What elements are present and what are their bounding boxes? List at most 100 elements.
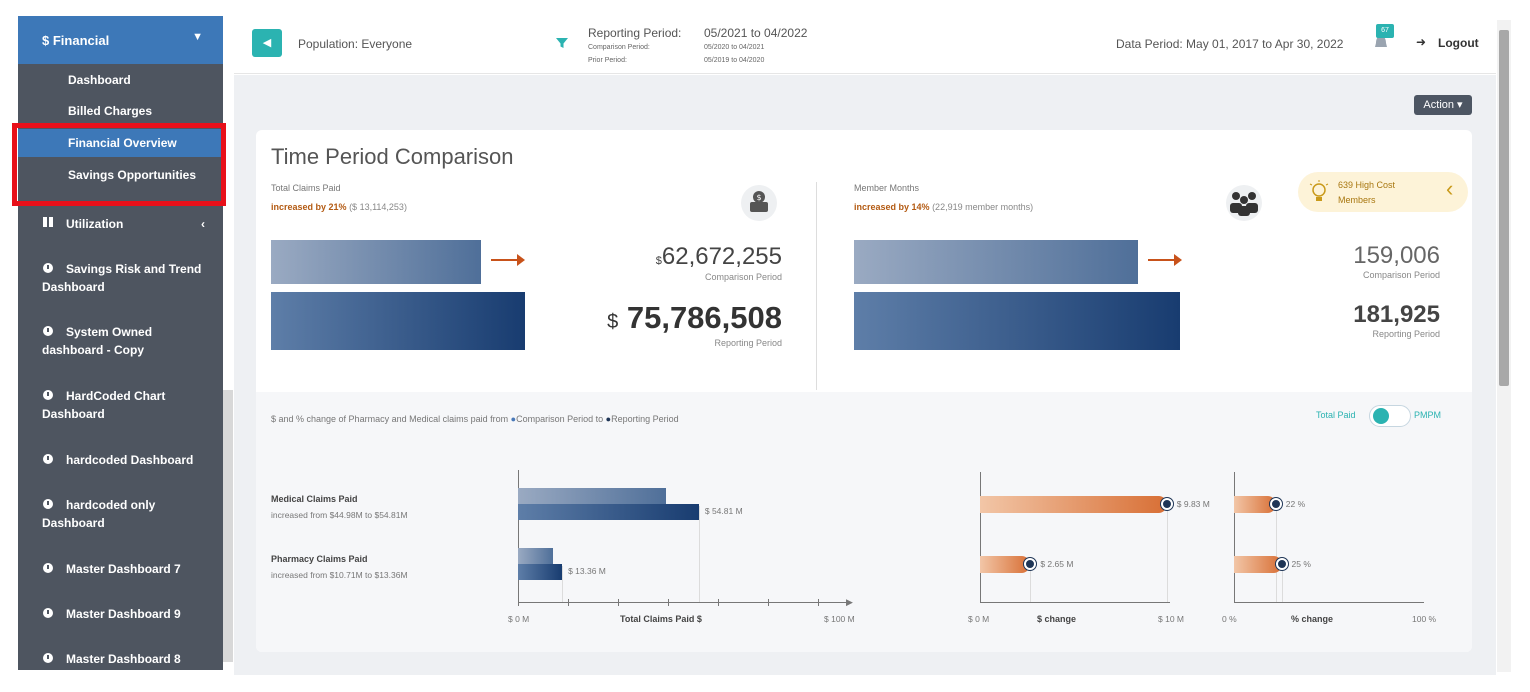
page-scrollbar[interactable] [1497, 20, 1511, 672]
chart3-gridline [1281, 565, 1283, 602]
sidebar-item-master-8[interactable]: Master Dashboard 8 [18, 650, 223, 670]
sidebar-item-label: System Owned dashboard - Copy [42, 325, 153, 357]
notifications-button[interactable]: 67 [1372, 24, 1394, 54]
value-text: 62,672,255 [661, 243, 782, 270]
sidebar: $ Financial ▼ Dashboard Billed Charges F… [18, 16, 223, 670]
chart1-tick [768, 599, 769, 606]
collapse-sidebar-button[interactable]: ◀ [252, 29, 282, 57]
chart2-point [1024, 558, 1037, 570]
sidebar-item-label: Savings Risk and Trend Dashboard [42, 262, 202, 294]
sidebar-item-hardcoded-chart[interactable]: HardCoded Chart Dashboard [18, 387, 223, 423]
sidebar-section-financial[interactable]: $ Financial ▼ [18, 16, 223, 64]
top-bar: ◀ Population: Everyone Reporting Period:… [234, 16, 1496, 74]
dashboard-gauge-icon [43, 390, 53, 400]
chart2-bar [980, 556, 1031, 573]
chart3-x-axis-label: % change [1291, 614, 1334, 624]
sidebar-item-label: HardCoded Chart Dashboard [42, 389, 166, 421]
chart1-tick [618, 599, 619, 606]
chart1-y-axis [518, 470, 519, 602]
bell-icon [1375, 36, 1387, 47]
chart2-point [1160, 498, 1173, 510]
sidebar-item-label: hardcoded Dashboard [66, 453, 194, 467]
sidebar-item-label: Dashboard [68, 73, 131, 87]
claims-reporting-label: Reporting Period [714, 338, 782, 348]
sidebar-item-financial-overview[interactable]: Financial Overview [18, 129, 223, 157]
high-cost-members-alert[interactable]: 639 High Cost Members ‹ [1298, 172, 1468, 212]
members-reporting-label: Reporting Period [1372, 329, 1440, 339]
category-note-medical: increased from $44.98M to $54.81M [271, 510, 408, 520]
sidebar-item-dashboard[interactable]: Dashboard [18, 66, 223, 94]
claims-comparison-bar [271, 240, 481, 284]
chart3-data-label: 25 % [1291, 559, 1311, 569]
card-title: Time Period Comparison [271, 144, 514, 169]
chart1-gridline [698, 506, 700, 602]
chart2-gridline [1166, 505, 1168, 602]
logout-icon: ➜ [1416, 35, 1427, 49]
high-cost-members-text: 639 High Cost Members [1338, 180, 1396, 205]
dashboard-gauge-icon [43, 563, 53, 573]
chart1-axis-arrow: ▶ [846, 597, 853, 607]
divider [816, 182, 817, 390]
population-selector[interactable]: Population: Everyone [298, 37, 413, 51]
sidebar-item-hardcoded[interactable]: hardcoded Dashboard [18, 451, 223, 471]
prior-period-label: Prior Period: [588, 57, 627, 64]
members-comparison-label: Comparison Period [1362, 270, 1440, 280]
value-text: 75,786,508 [626, 300, 782, 335]
members-increase-percent: increased by 14% [854, 202, 930, 212]
sidebar-item-utilization[interactable]: Utilization ‹ [18, 215, 223, 235]
chart2-bar [980, 496, 1167, 513]
action-dropdown-button[interactable]: Action ▾ [1414, 95, 1472, 115]
sidebar-item-billed-charges[interactable]: Billed Charges [18, 97, 223, 125]
scrollbar-thumb[interactable] [1499, 30, 1509, 386]
category-label-medical: Medical Claims Paid [271, 494, 358, 504]
time-period-comparison-card: Time Period Comparison Total Claims Paid… [256, 130, 1472, 652]
sidebar-item-label: Master Dashboard 7 [66, 562, 181, 576]
total-claims-label: Total Claims Paid [271, 183, 341, 193]
sidebar-item-hardcoded-only[interactable]: hardcoded only Dashboard [18, 496, 223, 532]
sidebar-item-label: Master Dashboard 8 [66, 652, 181, 666]
chart3-point [1269, 498, 1282, 510]
prior-period-value: 05/2019 to 04/2020 [704, 57, 765, 64]
chart1-bar-reporting [518, 564, 563, 580]
chart2-y-axis [980, 472, 981, 602]
sidebar-item-master-7[interactable]: Master Dashboard 7 [18, 560, 223, 580]
dashboard-gauge-icon [43, 263, 53, 273]
chevron-left-icon[interactable]: ‹ [1446, 176, 1454, 201]
chart2-data-label: $ 2.65 M [1040, 559, 1074, 569]
reporting-period-value: 05/2021 to 04/2022 [704, 26, 808, 40]
dashboard-gauge-icon [43, 608, 53, 618]
sidebar-item-savings-opportunities[interactable]: Savings Opportunities [18, 161, 223, 189]
sidebar-item-label: hardcoded only Dashboard [42, 498, 156, 530]
chart3-y-axis [1234, 472, 1235, 602]
comparison-period-value: 05/2020 to 04/2021 [704, 44, 765, 51]
chart3-x-axis [1234, 602, 1424, 603]
section-description: $ and % change of Pharmacy and Medical c… [271, 414, 679, 424]
legend-dot-reporting: ● [605, 414, 612, 424]
chart1-x-axis-label: Total Claims Paid $ [620, 614, 702, 624]
filter-icon[interactable] [555, 36, 569, 50]
sidebar-item-master-9[interactable]: Master Dashboard 9 [18, 605, 223, 625]
chart2-tick-label: $ 0 M [968, 614, 990, 624]
members-comparison-bar [854, 240, 1138, 284]
sidebar-item-system-owned[interactable]: System Owned dashboard - Copy [18, 323, 223, 359]
currency-symbol: $ [655, 255, 662, 267]
arrow-right-icon [1148, 254, 1182, 266]
chart2-data-label: $ 9.83 M [1176, 499, 1210, 509]
sidebar-scrollbar[interactable] [223, 390, 233, 662]
chart3-data-label: 22 % [1285, 499, 1306, 509]
claims-reporting-value: $ 75,786,508 [556, 300, 782, 336]
claims-increase-percent: increased by 21% [271, 202, 347, 212]
sidebar-item-label: Utilization [66, 217, 124, 231]
dashboard-gauge-icon [43, 454, 53, 464]
chart1-data-label: $ 54.81 M [704, 506, 743, 516]
chart1-gridline [562, 566, 564, 602]
chevron-down-icon: ▼ [192, 31, 203, 43]
chart3-bar [1234, 496, 1276, 513]
chart1-tick-label: $ 0 M [508, 614, 530, 624]
chart1-bar-comparison [518, 488, 667, 504]
total-paid-pmpm-toggle[interactable] [1369, 405, 1411, 427]
reporting-period-label: Reporting Period: [588, 26, 682, 40]
chart2-x-axis [980, 602, 1170, 603]
sidebar-item-savings-risk[interactable]: Savings Risk and Trend Dashboard [18, 260, 223, 296]
category-note-pharmacy: increased from $10.71M to $13.36M [271, 570, 408, 580]
